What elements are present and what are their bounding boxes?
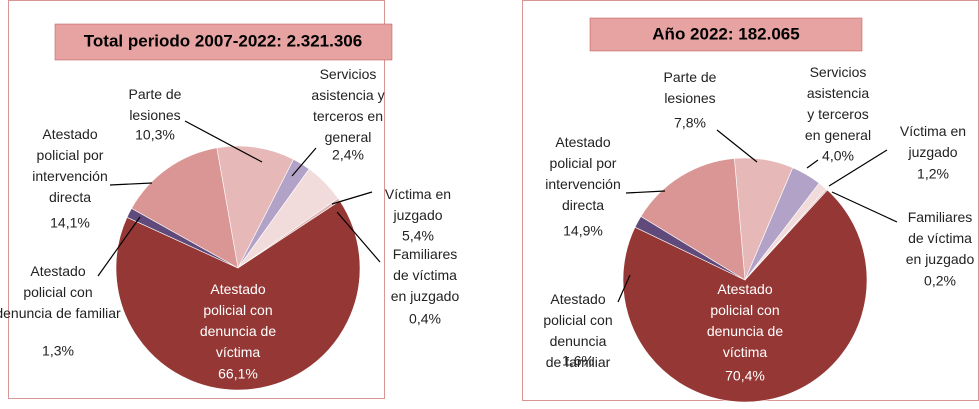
label-line: Parte de [129,86,182,102]
label-line: policial por [550,155,617,171]
label-line: directa [49,189,91,205]
leader-line [828,149,888,187]
label-line: Servicios [810,64,867,80]
value-label: 66,1% [218,366,258,382]
value-label: 2,4% [332,147,364,163]
slice-label: Víctima en juzgado [900,123,966,160]
label-line: Servicios [320,66,377,82]
value-label: 0,2% [924,273,956,289]
slice-label: Parte de lesiones [129,86,182,123]
value-label: 5,4% [402,228,434,244]
label-line: asistencia [807,85,869,101]
label-line: juzgado [392,207,442,223]
label-line: en general [805,127,871,143]
label-line: Atestado [42,126,97,142]
label-line: Atestado [210,281,265,297]
label-line: asistencia y [311,87,384,103]
leader-line [831,191,898,223]
leader-line [331,191,373,205]
slice-label: Servicios asistencia y terceros en general [311,66,384,145]
slice-label: Familiares de víctima en juzgado [391,246,460,304]
label-line: juzgado [907,144,957,160]
slice-label: Atestado policial por intervención directa [32,126,108,205]
label-line: intervención [32,168,108,184]
label-line: víctima [723,344,768,360]
leader-line [617,274,631,303]
label-line: denuncia [550,333,607,349]
value-label: 0,4% [409,311,441,327]
label-line: Atestado [550,291,605,307]
leader-line [97,216,141,277]
label-line: y terceros [807,106,868,122]
leader-line [716,129,758,163]
label-line: denuncia de [200,323,277,339]
label-line: Víctima en [385,186,451,202]
value-label: 14,1% [50,215,90,231]
pie-slice [131,147,239,269]
label-line: denuncia de [707,323,784,339]
label-line: denuncia de familiar [0,305,121,321]
title-box [589,17,863,52]
pie-slice [640,158,746,281]
pie-slice [115,200,361,391]
slice-label: Atestado policial con denuncia de familiar [0,263,121,321]
leader-line [625,190,666,194]
leader-line [336,211,381,263]
slice-label: Parte de lesiones [664,69,717,106]
label-line: Atestado [555,134,610,150]
slice-label: Atestado policial con denuncia de familiar [543,291,612,370]
leader-line [291,147,317,177]
slice-label: Víctima en juzgado [385,186,451,223]
pie-slice [622,189,868,403]
slice-label: Familiares de víctima en juzgado [906,209,975,267]
label-line: Víctima en [900,123,966,139]
value-label: 1,3% [42,343,74,359]
label-line: policial con [203,302,272,318]
chart-title: Año 2022: 182.065 [652,24,799,43]
label-line: policial con [710,302,779,318]
label-line: intervención [545,176,621,192]
label-line: en juzgado [906,251,975,267]
value-label: 1,6% [562,353,594,369]
label-line: Familiares [908,209,973,225]
label-line: de víctima [393,267,457,283]
label-line: en juzgado [391,288,460,304]
slice-label: Atestado policial por intervención directa [545,134,621,213]
value-label: 7,8% [674,115,706,131]
value-label: 4,0% [822,148,854,164]
value-label: 70,4% [725,368,765,384]
label-line: víctima [216,344,261,360]
slice-label: Servicios asistencia y terceros en general [805,64,871,143]
label-line: Familiares [393,246,458,262]
label-line: directa [562,197,604,213]
label-line: de víctima [908,230,972,246]
label-line: Atestado [717,281,772,297]
value-label: 10,3% [135,127,175,143]
label-line: general [325,129,372,145]
label-line: Atestado [30,263,85,279]
leader-line [109,182,153,186]
label-line: Parte de [664,69,717,85]
leader-line [184,120,263,163]
label-line: terceros en [313,108,383,124]
label-line: lesiones [664,90,715,106]
slice-label: Atestado policial con denuncia de víctima [200,281,277,360]
chart-title: Total periodo 2007-2022: 2.321.306 [84,31,362,50]
label-line: policial con [543,312,612,328]
slice-label: Atestado policial con denuncia de víctima [707,281,784,360]
title-box [54,23,393,61]
value-label: 1,2% [917,166,949,182]
label-line: policial con [23,284,92,300]
pie-slice [216,145,294,269]
leader-line [806,159,819,169]
label-line: de familiar [546,354,611,370]
label-line: lesiones [129,107,180,123]
panel-border [8,0,385,399]
label-line: policial por [37,147,104,163]
value-label: 14,9% [563,223,603,239]
